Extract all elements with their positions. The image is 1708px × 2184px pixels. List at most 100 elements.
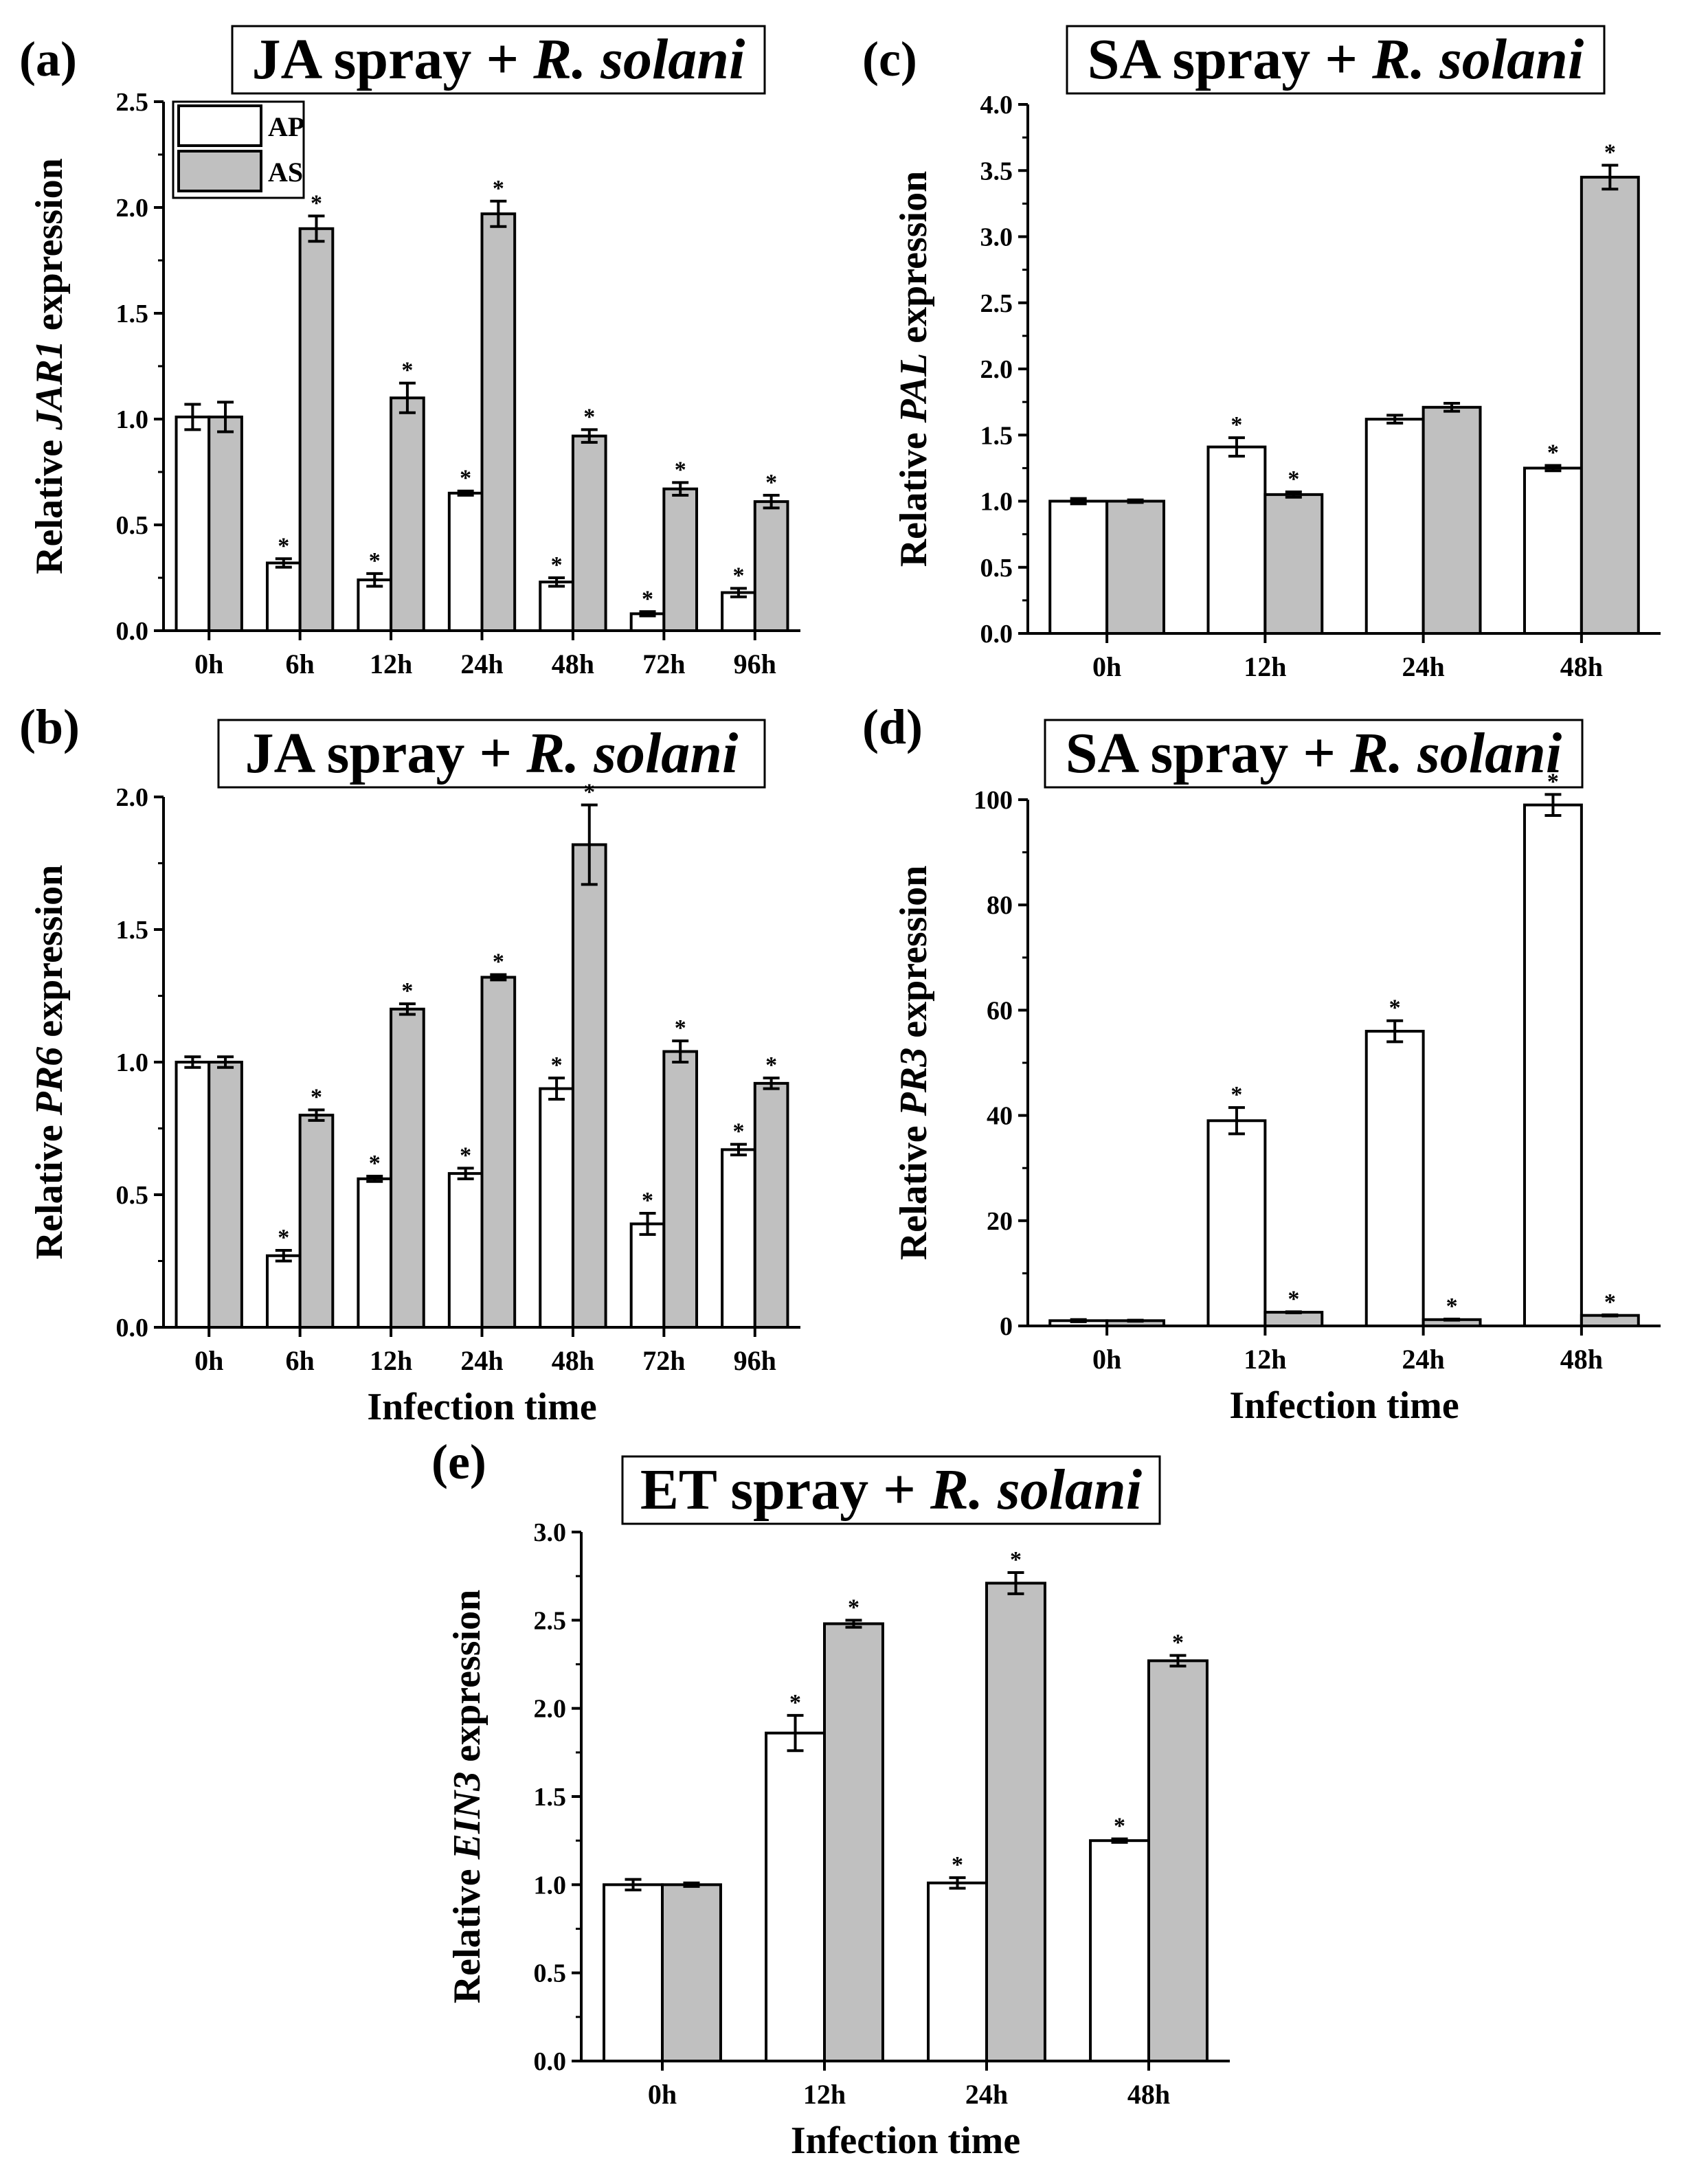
error-bar [1386,1019,1404,1044]
significance-star: * [1446,1294,1458,1319]
error-bar [625,1878,642,1892]
error-bar [949,1876,966,1890]
error-bar [1285,491,1302,499]
significance-star: * [1114,1814,1125,1839]
error-bar [639,1212,656,1236]
bar-ap-6h [265,561,302,632]
error-bar [1443,402,1461,413]
error-bar [1228,436,1245,458]
error-bar [366,1174,383,1183]
bar-as-48h [571,434,607,632]
significance-star: * [493,176,504,201]
chart-title: JA spray + R. solani [245,721,739,785]
y-tick-label: 60 [987,996,1013,1025]
error-bar [1602,1313,1619,1318]
significance-star: * [642,586,653,611]
significance-star: * [1172,1630,1184,1656]
y-tick-label: 0.5 [980,554,1013,583]
panel-label: (a) [19,32,77,87]
error-bar [1007,1571,1024,1595]
y-axis-label: Relative JAR1 expression [28,158,71,574]
legend: AP AS [172,100,305,199]
bar-as-48h [1147,1659,1209,2063]
chart-title: SA spray + R. solani [1066,721,1562,785]
bar-as-48h [571,843,607,1329]
x-tick-label: 24h [460,1345,503,1376]
x-tick-label: 48h [1127,2079,1170,2110]
error-bar [581,428,598,444]
panel-c: (c) SA spray + R. solani * * * * 0.0 0.5 1.0 1.5 2… [862,25,1661,682]
error-bar [548,1077,565,1101]
error-bar [763,1077,780,1090]
x-tick-label: 0h [648,2079,677,2110]
y-tick-label: 0.0 [116,617,149,646]
significance-star: * [765,470,777,495]
significance-star: * [1288,1286,1299,1311]
bar-ap-12h [1206,1119,1267,1327]
error-bar [845,1619,862,1629]
bar-ap-48h [539,1087,574,1329]
error-bar [275,1249,292,1263]
significance-star: * [460,1142,471,1168]
error-bar [1127,1318,1144,1323]
panel-a: (a) JA spray + R. solani * * * * * * * * * * * * 0.0 0.… [19,25,800,679]
bar-ap-6h [265,1254,302,1329]
y-axis-label: Relative PAL expression [892,171,935,567]
significance-star: * [311,1084,322,1110]
y-tick-label: 20 [987,1207,1013,1236]
bar-as-0h [207,415,243,632]
title-box [1044,719,1584,789]
significance-star: * [311,190,322,216]
y-tick-label: 0 [1000,1312,1013,1341]
significance-star: * [1604,1290,1616,1315]
y-axis-label: Relative PR6 expression [28,865,71,1259]
bar-ap-96h [721,591,756,632]
error-bar [398,1002,416,1016]
x-tick-label: 0h [194,649,223,679]
error-bar [457,489,474,497]
y-tick-label: 2.0 [534,1695,567,1724]
bar-as-6h [298,1114,335,1329]
x-tick-label: 48h [1560,1344,1603,1375]
error-bar [581,803,598,886]
significance-star: * [401,978,413,1004]
x-tick-label: 12h [803,2079,846,2110]
error-bar [1169,1654,1187,1668]
x-tick-label: 24h [1402,1344,1445,1375]
y-tick-label: 2.0 [116,194,149,223]
x-tick-label: 72h [642,1345,685,1376]
significance-star: * [1288,466,1299,492]
error-bar [730,587,747,598]
significance-star: * [765,1052,777,1078]
y-tick-label: 2.5 [534,1606,567,1635]
x-tick-label: 72h [642,649,685,679]
bar-ap-0h [603,1883,664,2062]
significance-star: * [583,780,595,805]
bar-ap-48h [1522,466,1583,635]
significance-star: * [1389,995,1401,1021]
x-axis-label: Infection time [791,2119,1020,2162]
significance-star: * [1231,412,1242,438]
significance-star: * [789,1690,801,1715]
bar-ap-48h [1089,1839,1151,2063]
y-tick-label: 2.5 [980,289,1013,318]
error-bar [1111,1837,1128,1844]
error-bar [398,381,416,414]
bar-as-0h [207,1061,243,1329]
error-bar [217,401,234,434]
significance-star: * [848,1595,859,1620]
bar-as-12h [1263,493,1324,635]
error-bar [366,572,383,588]
bar-as-12h [390,396,425,632]
y-tick-label: 3.0 [980,223,1013,252]
bar-ap-24h [447,1172,484,1329]
error-bar [787,1713,804,1753]
x-tick-label: 24h [965,2079,1008,2110]
y-tick-label: 3.0 [534,1518,567,1547]
title-box [231,25,766,95]
significance-star: * [278,1225,289,1250]
significance-star: * [493,949,504,975]
panel-e: (e) ET spray + R. solani * * * * * * 0.0 0.5 1.0 1.… [431,1434,1230,2162]
bar-ap-0h [175,415,211,632]
